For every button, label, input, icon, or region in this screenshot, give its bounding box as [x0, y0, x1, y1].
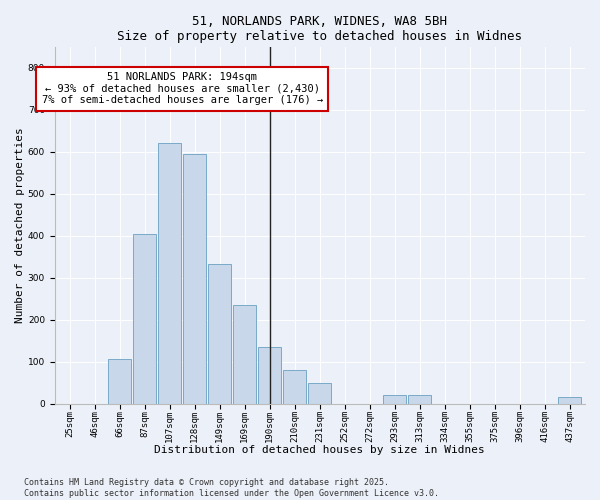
Bar — [133, 234, 156, 404]
Text: 51 NORLANDS PARK: 194sqm
← 93% of detached houses are smaller (2,430)
7% of semi: 51 NORLANDS PARK: 194sqm ← 93% of detach… — [41, 72, 323, 106]
Y-axis label: Number of detached properties: Number of detached properties — [15, 128, 25, 323]
Bar — [259, 347, 281, 404]
Text: Contains HM Land Registry data © Crown copyright and database right 2025.
Contai: Contains HM Land Registry data © Crown c… — [24, 478, 439, 498]
Bar — [184, 154, 206, 404]
Bar — [559, 398, 581, 404]
Bar — [158, 144, 181, 404]
Bar — [208, 264, 232, 404]
Bar — [409, 396, 431, 404]
Bar — [233, 305, 256, 404]
Bar — [108, 359, 131, 404]
Bar — [383, 396, 406, 404]
X-axis label: Distribution of detached houses by size in Widnes: Distribution of detached houses by size … — [155, 445, 485, 455]
Bar — [283, 370, 307, 404]
Bar — [308, 382, 331, 404]
Title: 51, NORLANDS PARK, WIDNES, WA8 5BH
Size of property relative to detached houses : 51, NORLANDS PARK, WIDNES, WA8 5BH Size … — [118, 15, 523, 43]
